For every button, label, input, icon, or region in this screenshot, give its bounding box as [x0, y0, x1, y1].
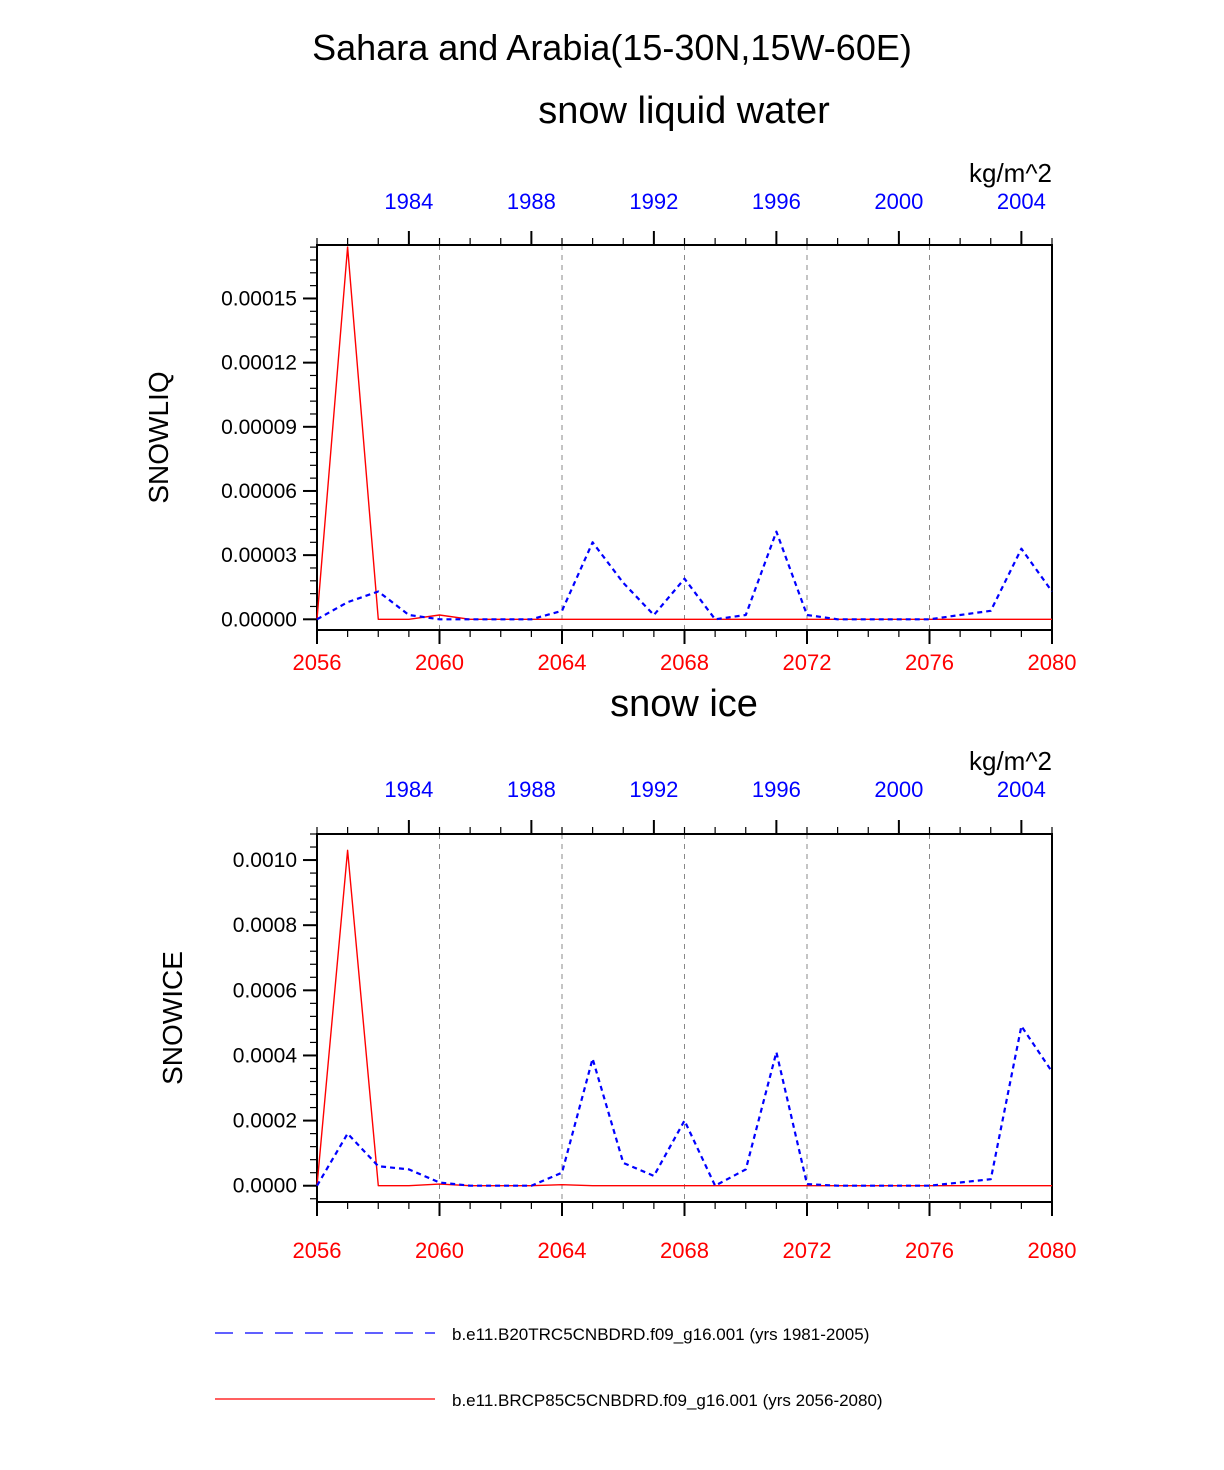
y-tick-label: 0.00000	[221, 608, 297, 631]
x-top-tick-label: 1984	[384, 777, 433, 802]
legend-label-control: b.e11.B20TRC5CNBDRD.f09_g16.001 (yrs 198…	[452, 1325, 869, 1344]
y-tick-label: 0.00009	[221, 416, 297, 439]
y-tick-label: 0.0010	[233, 849, 297, 872]
x-bottom-tick-label: 2060	[415, 650, 464, 675]
x-top-tick-label: 1996	[752, 777, 801, 802]
x-top-tick-label: 2000	[874, 777, 923, 802]
y-tick-label: 0.0008	[233, 914, 297, 937]
x-bottom-tick-label: 2080	[1028, 1238, 1077, 1263]
y-tick-label: 0.0006	[233, 979, 297, 1002]
figure-title: Sahara and Arabia(15-30N,15W-60E)	[312, 27, 912, 68]
x-bottom-tick-label: 2076	[905, 1238, 954, 1263]
y-tick-label: 0.00015	[221, 287, 297, 310]
x-bottom-tick-label: 2060	[415, 1238, 464, 1263]
x-top-tick-label: 1988	[507, 777, 556, 802]
x-top-tick-label: 2004	[997, 189, 1046, 214]
series-line-future	[316, 246, 1052, 620]
x-top-tick-label: 1988	[507, 189, 556, 214]
x-bottom-tick-label: 2068	[660, 650, 709, 675]
series-line-future	[316, 849, 1052, 1187]
x-top-tick-label: 1984	[384, 189, 433, 214]
y-tick-label: 0.00003	[221, 544, 297, 567]
y-axis-label: SNOWLIQ	[143, 371, 174, 503]
x-bottom-tick-label: 2072	[783, 650, 832, 675]
y-tick-label: 0.00006	[221, 480, 297, 503]
panel-title: snow ice	[610, 683, 758, 725]
panel-snowice: snow ice kg/m^2 SNOWICE 2056 2060 2064 2068 207…	[157, 683, 1076, 1263]
y-tick-label: 0.0000	[233, 1175, 297, 1198]
legend-label-future: b.e11.BRCP85C5CNBDRD.f09_g16.001 (yrs 20…	[452, 1391, 883, 1410]
x-top-tick-label: 1992	[629, 777, 678, 802]
x-top-tick-label: 2000	[874, 189, 923, 214]
units-label: kg/m^2	[969, 746, 1052, 776]
x-bottom-tick-label: 2056	[293, 1238, 342, 1263]
x-bottom-tick-label: 2076	[905, 650, 954, 675]
x-bottom-tick-label: 2080	[1028, 650, 1077, 675]
x-bottom-tick-label: 2072	[783, 1238, 832, 1263]
legend: b.e11.B20TRC5CNBDRD.f09_g16.001 (yrs 198…	[215, 1325, 883, 1410]
x-bottom-tick-label: 2064	[538, 1238, 587, 1263]
x-bottom-tick-label: 2068	[660, 1238, 709, 1263]
x-top-tick-label: 1992	[629, 189, 678, 214]
series-line-control	[316, 530, 1053, 621]
y-tick-label: 0.00012	[221, 352, 297, 375]
y-axis-label: SNOWICE	[157, 951, 188, 1085]
x-top-tick-label: 2004	[997, 777, 1046, 802]
x-bottom-tick-label: 2064	[538, 650, 587, 675]
y-tick-label: 0.0004	[233, 1044, 298, 1067]
x-bottom-tick-label: 2056	[293, 650, 342, 675]
panel-snowliq: snow liquid water kg/m^2 SNOWLIQ 2056 2060 20…	[143, 90, 1076, 675]
y-tick-label: 0.0002	[233, 1110, 297, 1133]
panel-title: snow liquid water	[538, 90, 830, 132]
x-top-tick-label: 1996	[752, 189, 801, 214]
units-label: kg/m^2	[969, 158, 1052, 188]
